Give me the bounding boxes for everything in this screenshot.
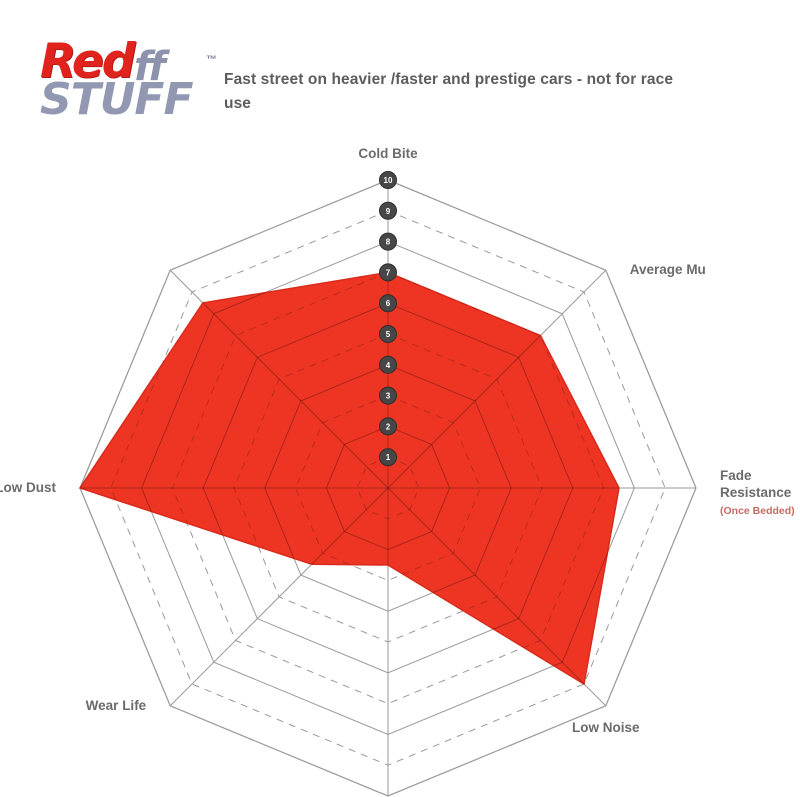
svg-text:Low Dust: Low Dust xyxy=(0,480,56,495)
axis-label-low-noise: Low Noise xyxy=(572,720,640,735)
svg-text:3: 3 xyxy=(386,392,391,401)
tick-badge-3: 3 xyxy=(379,386,397,405)
svg-text:Wear Life: Wear Life xyxy=(86,698,147,713)
svg-text:Cold Bite: Cold Bite xyxy=(358,146,418,161)
tick-badge-9: 9 xyxy=(379,201,397,220)
radar-tick-badges: 10 9 8 7 6 5 4 3 2 1 xyxy=(379,171,397,467)
radar-axis-labels: Cold Bite Average Mu Fade Resistance (Once B… xyxy=(0,146,795,735)
axis-label-cold-bite: Cold Bite xyxy=(358,146,418,161)
brand-logo-red-text: Red xyxy=(40,34,135,89)
brand-logo-stuff-text: STUFF xyxy=(40,74,194,125)
svg-text:Fade: Fade xyxy=(720,468,752,483)
tick-badge-8: 8 xyxy=(379,232,397,251)
brand-logo: Red ff STUFF ™ xyxy=(38,38,228,136)
axis-label-low-dust: Low Dust xyxy=(0,480,56,495)
svg-text:6: 6 xyxy=(386,299,391,308)
svg-text:8: 8 xyxy=(386,238,391,247)
svg-text:5: 5 xyxy=(386,330,391,339)
axis-label-average-mu: Average Mu xyxy=(630,262,706,277)
svg-text:Average Mu: Average Mu xyxy=(630,262,706,277)
svg-text:1: 1 xyxy=(386,453,391,462)
svg-text:7: 7 xyxy=(386,268,391,277)
tick-badge-1: 1 xyxy=(379,448,397,467)
chart-title: Fast street on heavier /faster and prest… xyxy=(224,71,674,113)
tick-badge-4: 4 xyxy=(379,355,397,374)
axis-label-wear-life: Wear Life xyxy=(86,698,147,713)
svg-text:Low Noise: Low Noise xyxy=(572,720,640,735)
tick-badge-10: 10 xyxy=(379,171,397,189)
svg-text:4: 4 xyxy=(386,361,391,370)
tick-badge-2: 2 xyxy=(379,417,397,436)
brand-logo-ff-text: ff xyxy=(134,44,166,90)
tick-badge-5: 5 xyxy=(379,325,397,343)
svg-text:(Once Bedded): (Once Bedded) xyxy=(720,505,795,517)
svg-text:9: 9 xyxy=(386,207,391,216)
radar-data-polygon xyxy=(78,271,620,686)
svg-text:Resistance: Resistance xyxy=(720,485,792,500)
trademark-symbol: ™ xyxy=(206,54,217,66)
tick-badge-7: 7 xyxy=(379,263,397,282)
svg-text:2: 2 xyxy=(386,422,391,431)
axis-label-fade-resistance: Fade Resistance (Once Bedded) xyxy=(720,468,795,517)
tick-badge-6: 6 xyxy=(379,294,397,313)
svg-text:10: 10 xyxy=(384,176,393,185)
